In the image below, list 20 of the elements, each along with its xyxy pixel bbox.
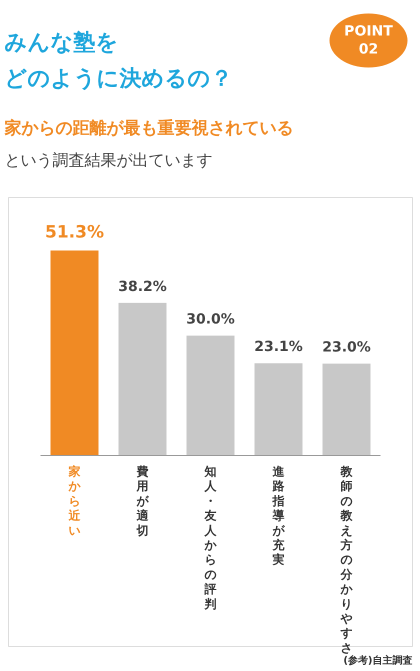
x-tick-label: 進路指導が充実 — [272, 464, 286, 567]
data-label: 30.0% — [186, 312, 235, 328]
text: POINT 02 — [344, 24, 394, 58]
text: という調査結果が出ています — [4, 150, 212, 170]
category-label: 教師の教え方の分かりやすさ — [340, 464, 352, 655]
data-label: 23.1% — [254, 339, 303, 356]
x-tick-label: 家から近い — [68, 464, 82, 538]
category-label: 知人・友人からの評判 — [204, 464, 216, 611]
bar — [186, 336, 234, 456]
data-label: 23.0% — [322, 340, 371, 356]
chart-subtitle: 家からの距離が最も重要視されている — [4, 118, 294, 138]
x-tick-label: 費用が適切 — [136, 464, 150, 538]
bar — [254, 363, 302, 456]
data-label: 38.2% — [118, 278, 167, 295]
data-label: 51.3% — [45, 222, 104, 242]
text: (参考)自主調査 — [343, 654, 412, 666]
bar — [118, 302, 166, 456]
chart-title: みんな塾をどのように決めるの？ — [4, 30, 232, 92]
bar — [322, 364, 370, 456]
bar — [50, 250, 98, 456]
